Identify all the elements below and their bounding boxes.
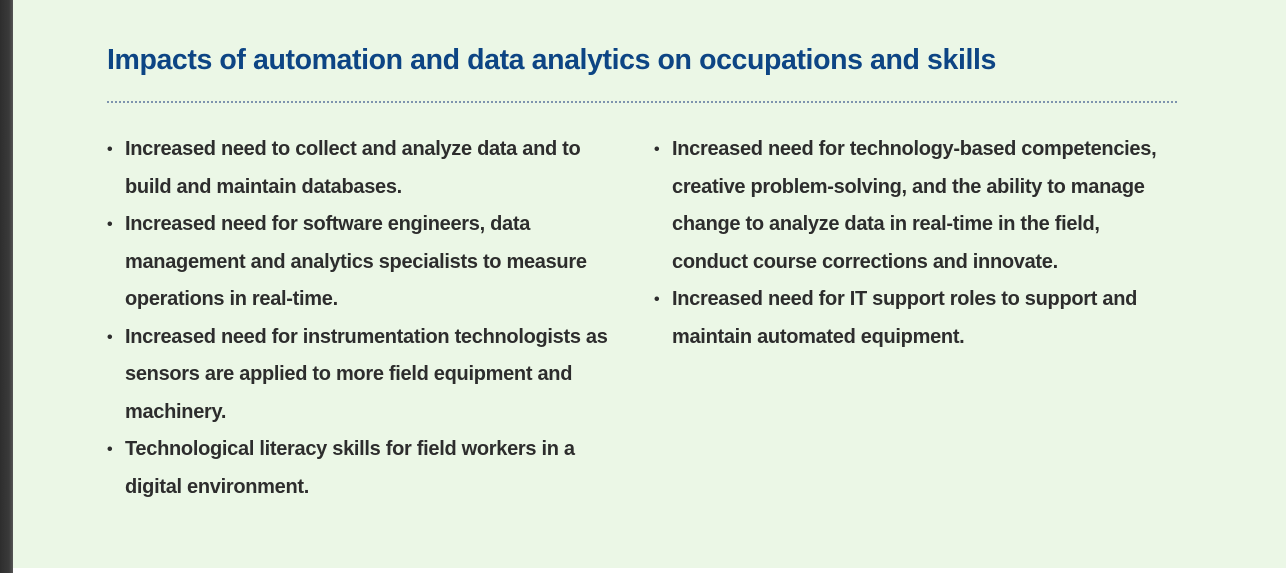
list-item-text: Increased need for instrumentation techn… — [125, 325, 608, 423]
bullet-icon: • — [107, 441, 113, 458]
list-item-text: Technological literacy skills for field … — [125, 438, 575, 498]
list-item-text: Increased need to collect and analyze da… — [125, 138, 581, 198]
list-item: • Increased need for technology-based co… — [654, 131, 1170, 281]
list-item: • Increased need for IT support roles to… — [654, 281, 1142, 356]
list-item: • Technological literacy skills for fiel… — [107, 431, 625, 506]
right-bullet-list: • Increased need for technology-based co… — [654, 131, 1174, 356]
section-title: Impacts of automation and data analytics… — [107, 44, 996, 76]
list-item: • Increased need to collect and analyze … — [107, 131, 623, 206]
bullet-icon: • — [107, 216, 113, 233]
list-item-text: Increased need for technology-based comp… — [672, 138, 1157, 273]
bullet-icon: • — [654, 291, 660, 308]
bullet-icon: • — [107, 328, 113, 346]
dotted-divider — [107, 101, 1177, 103]
list-item-text: Increased need for IT support roles to s… — [672, 288, 1138, 348]
list-item-text: Increased need for software engineers, d… — [125, 213, 587, 310]
bullet-icon: • — [654, 141, 660, 158]
bullet-icon: • — [107, 141, 113, 158]
window-left-edge — [0, 0, 13, 573]
list-item: • Increased need for instrumentation tec… — [107, 319, 625, 432]
list-item: • Increased need for software engineers,… — [107, 206, 625, 319]
left-bullet-list: • Increased need to collect and analyze … — [107, 131, 647, 506]
content-panel: Impacts of automation and data analytics… — [13, 0, 1286, 568]
